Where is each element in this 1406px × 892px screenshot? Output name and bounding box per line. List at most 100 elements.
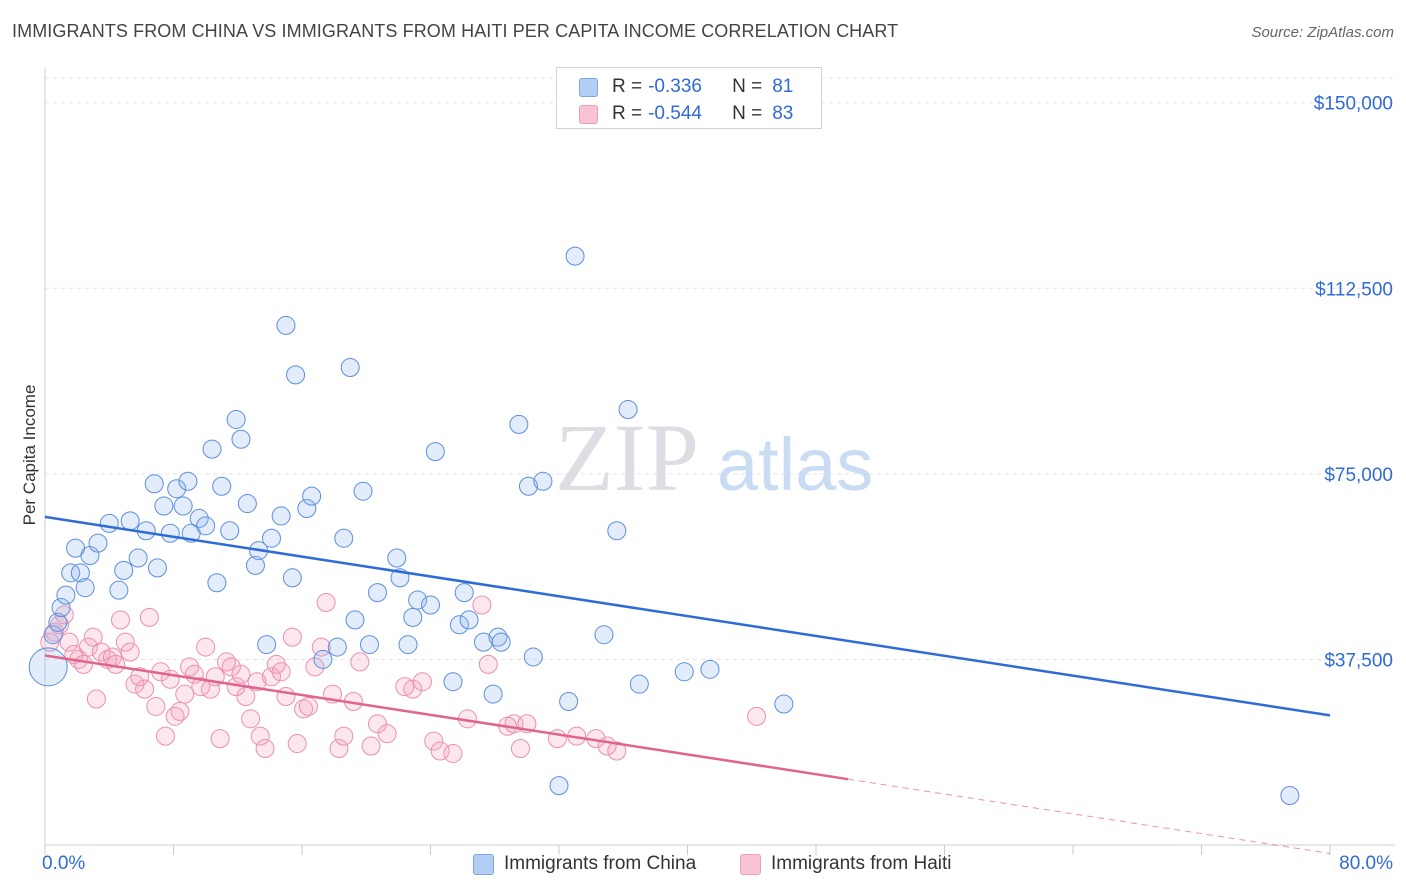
- china-point: [618, 400, 638, 420]
- haiti-point: [607, 741, 627, 761]
- haiti-trend-extension: [848, 778, 1331, 854]
- china-point: [282, 568, 302, 588]
- china-point: [313, 649, 333, 669]
- haiti-point: [367, 714, 387, 734]
- x-tick-label-min: 0.0%: [42, 853, 85, 874]
- china-point: [518, 476, 538, 496]
- haiti-point: [231, 664, 251, 684]
- china-point: [173, 496, 193, 516]
- haiti-point: [478, 654, 498, 674]
- china-point: [56, 585, 76, 605]
- haiti-point: [350, 652, 370, 672]
- china-point: [245, 555, 265, 575]
- x-tick-label-max: 80.0%: [1339, 853, 1393, 874]
- haiti-point: [250, 726, 270, 746]
- bottom-legend-swatch-haiti: [740, 853, 761, 875]
- haiti-point: [130, 667, 150, 687]
- china-point: [99, 513, 119, 533]
- china-point: [559, 691, 579, 711]
- china-point: [340, 357, 360, 377]
- haiti-point: [83, 627, 103, 647]
- china-point: [408, 590, 428, 610]
- haiti-point: [221, 657, 241, 677]
- trend-lines: [44, 515, 1331, 854]
- china-point: [196, 516, 216, 536]
- legend-n-value-haiti: 83: [772, 103, 794, 124]
- legend-r-label: R =: [612, 76, 643, 97]
- china-point: [359, 635, 379, 655]
- y-tick-label: $150,000: [1314, 94, 1393, 115]
- china-point: [28, 647, 68, 687]
- haiti-point: [271, 662, 291, 682]
- haiti-point: [170, 701, 190, 721]
- china-point: [226, 409, 246, 429]
- axes: [44, 68, 1395, 855]
- haiti-point: [377, 724, 397, 744]
- haiti-point: [305, 657, 325, 677]
- legend-n-label: N =: [732, 103, 763, 124]
- bottom-legend-label-china: Immigrants from China: [504, 853, 697, 874]
- china-point: [178, 471, 198, 491]
- haiti-point: [334, 726, 354, 746]
- stats-legend: R = -0.336 N = 81 R = -0.544 N = 83: [556, 67, 822, 129]
- legend-r-value-haiti: -0.544: [648, 103, 702, 124]
- china-point: [237, 494, 257, 514]
- chart-title: IMMIGRANTS FROM CHINA VS IMMIGRANTS FROM…: [12, 21, 899, 41]
- bottom-legend-china: Immigrants from China: [473, 852, 696, 876]
- haiti-point: [298, 696, 318, 716]
- source-credit: Source: ZipAtlas.com: [1251, 24, 1394, 41]
- y-tick-label: $37,500: [1324, 650, 1393, 671]
- china-point: [421, 595, 440, 615]
- china-point: [398, 635, 418, 655]
- china-point: [75, 578, 95, 598]
- legend-r-label: R =: [612, 103, 643, 124]
- haiti-point: [196, 637, 216, 657]
- china-point: [202, 439, 222, 459]
- china-point: [207, 573, 227, 593]
- china-point: [114, 560, 134, 580]
- china-point: [565, 246, 585, 266]
- china-point: [154, 496, 174, 516]
- china-point: [459, 610, 479, 630]
- haiti-point: [146, 696, 166, 716]
- legend-n-label: N =: [732, 76, 763, 97]
- haiti-point: [424, 731, 444, 751]
- china-point: [509, 414, 529, 434]
- china-point: [147, 558, 167, 578]
- haiti-point: [311, 637, 331, 657]
- china-point: [629, 674, 649, 694]
- china-point: [674, 662, 694, 682]
- haiti-point: [78, 637, 98, 657]
- china-point: [443, 672, 463, 692]
- tick-labels: $37,500 $75,000 $112,500 $150,000 0.0% 80.0%: [42, 94, 1393, 874]
- haiti-point: [294, 699, 314, 719]
- haiti-point: [510, 739, 530, 759]
- haiti-point: [747, 706, 767, 726]
- china-point: [700, 659, 720, 679]
- china-point: [367, 583, 387, 603]
- china-point: [286, 365, 306, 385]
- china-point: [425, 442, 445, 462]
- china-point: [88, 533, 108, 553]
- china-point: [120, 511, 140, 531]
- haiti-point: [135, 679, 155, 699]
- china-points: [28, 246, 1300, 806]
- china-point: [231, 429, 251, 449]
- china-point: [257, 635, 277, 655]
- china-point: [449, 615, 469, 635]
- china-point: [353, 481, 373, 501]
- haiti-point: [261, 667, 281, 687]
- china-point: [212, 476, 232, 496]
- china-trend-line: [44, 515, 1331, 717]
- haiti-point: [316, 593, 336, 613]
- haiti-point: [276, 687, 296, 707]
- watermark-atlas: atlas: [717, 423, 873, 506]
- china-point: [454, 583, 474, 603]
- china-point: [523, 647, 543, 667]
- china-point: [302, 486, 322, 506]
- haiti-point: [361, 736, 381, 756]
- haiti-point: [175, 684, 195, 704]
- haiti-point: [86, 689, 106, 709]
- haiti-point: [74, 654, 94, 674]
- china-point: [51, 597, 71, 617]
